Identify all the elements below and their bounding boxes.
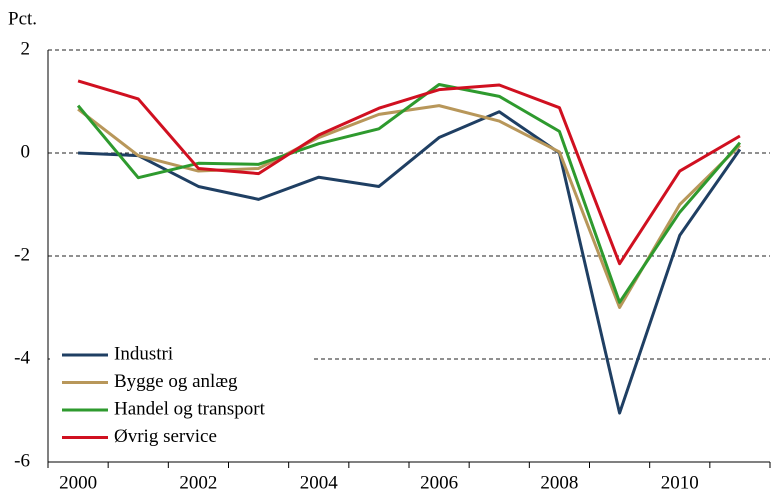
legend-label: Industri [114,343,173,364]
x-tick-label: 2010 [661,472,699,493]
y-axis-label: Pct. [8,8,37,29]
x-tick-label: 2002 [179,472,217,493]
series-line [78,110,742,415]
y-tick-label: 2 [21,38,31,59]
series-line [77,79,741,266]
series-line [76,83,742,304]
x-tick-label: 2000 [59,472,97,493]
y-tick-label: -4 [14,347,30,368]
legend-label: Bygge og anlæg [114,371,238,392]
legend-label: Handel og transport [114,398,266,419]
legend-label: Øvrig service [114,426,217,447]
y-tick-label: -2 [14,244,30,265]
series-line [77,104,741,309]
x-tick-label: 2008 [540,472,578,493]
x-tick-label: 2004 [300,472,339,493]
x-tick-label: 2006 [420,472,458,493]
y-tick-label: -6 [14,450,30,471]
y-tick-label: 0 [21,141,31,162]
